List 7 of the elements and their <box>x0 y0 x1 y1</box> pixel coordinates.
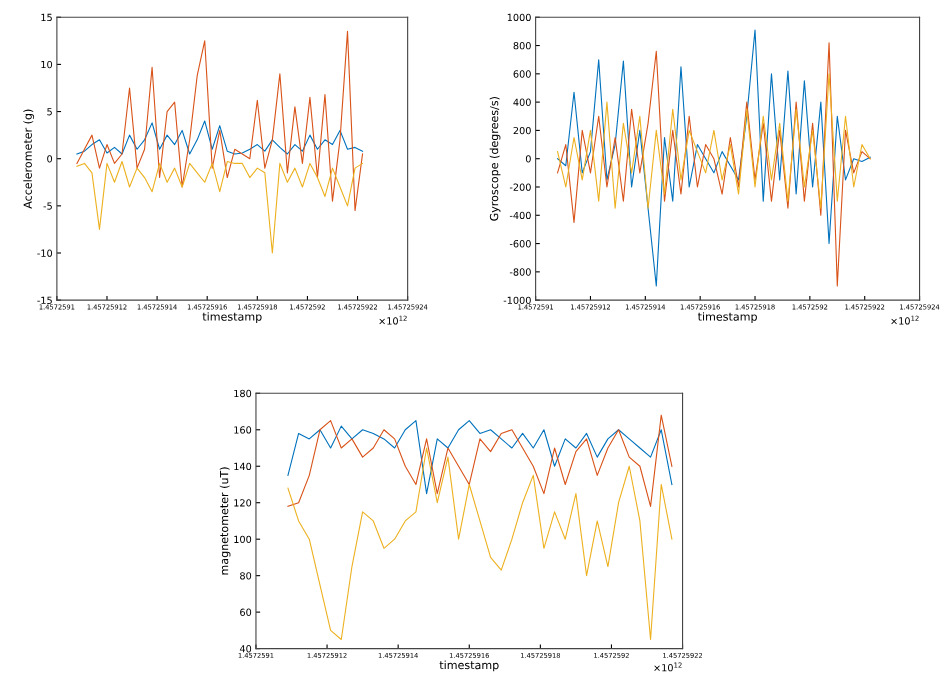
line-series <box>76 160 364 254</box>
line-series <box>76 30 364 212</box>
line-series <box>287 420 673 495</box>
line-series <box>76 120 364 155</box>
line-series <box>287 447 673 641</box>
line-series <box>287 414 673 507</box>
line-series <box>557 73 871 209</box>
